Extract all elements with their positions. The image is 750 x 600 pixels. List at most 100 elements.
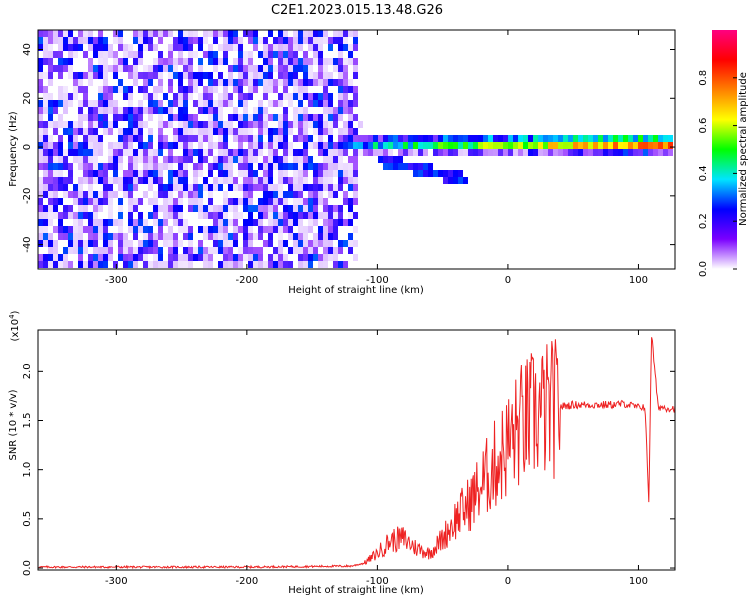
spectrogram-cell: [463, 135, 468, 142]
spectrogram-cell: [263, 114, 268, 121]
spectrogram-cell: [108, 184, 113, 191]
spectrogram-cell: [53, 100, 58, 107]
spectrogram-cell: [108, 100, 113, 107]
spectrogram-cell: [543, 142, 548, 149]
spectrogram-cell: [483, 149, 488, 156]
spectrogram-cell: [483, 142, 488, 149]
spectrogram-cell: [228, 149, 233, 156]
spectrogram-cell: [323, 184, 328, 191]
spectrogram-cell: [198, 93, 203, 100]
spectrogram-cell: [458, 177, 463, 184]
spectrogram-cell: [103, 100, 108, 107]
spectrogram-cell: [123, 114, 128, 121]
spectrogram-cell: [123, 93, 128, 100]
spectrogram-cell: [303, 261, 308, 268]
spectrogram-cell: [363, 149, 368, 156]
spectrogram-cell: [128, 212, 133, 219]
spectrogram-cell: [343, 58, 348, 65]
spectrogram-cell: [148, 114, 153, 121]
spectrogram-cell: [38, 219, 43, 226]
spectrogram-cell: [238, 226, 243, 233]
spectrogram-cell: [173, 72, 178, 79]
spectrogram-cell: [338, 100, 343, 107]
spectrogram-cell: [58, 114, 63, 121]
spectrogram-cell: [208, 86, 213, 93]
spectrogram-cell: [168, 240, 173, 247]
spectrogram-cell: [353, 177, 358, 184]
spectrogram-cell: [138, 142, 143, 149]
figure-title: C2E1.2023.015.13.48.G26: [271, 3, 443, 18]
spectrogram-cell: [228, 100, 233, 107]
spectrogram-cell: [278, 177, 283, 184]
spectrogram-cell: [138, 198, 143, 205]
spectrogram-cell: [128, 198, 133, 205]
spectrogram-cell: [183, 44, 188, 51]
spectrogram-cell: [233, 219, 238, 226]
spectrogram-cell: [268, 254, 273, 261]
spectrogram-cell: [73, 191, 78, 198]
spectrogram-cell: [108, 156, 113, 163]
spectrogram-cell: [238, 254, 243, 261]
spectrogram-cell: [83, 30, 88, 37]
spectrogram-cell: [228, 65, 233, 72]
spectrogram-cell: [43, 205, 48, 212]
spectrogram-cell: [278, 44, 283, 51]
spectrogram-cell: [163, 142, 168, 149]
spectrogram-cell: [313, 233, 318, 240]
spectrogram-cell: [178, 170, 183, 177]
spectrogram-cell: [113, 86, 118, 93]
spectrogram-cell: [338, 240, 343, 247]
spectrogram-cell: [258, 219, 263, 226]
spectrogram-cell: [198, 135, 203, 142]
spectrogram-cell: [88, 254, 93, 261]
spectrogram-cell: [408, 149, 413, 156]
spectrogram-cell: [163, 58, 168, 65]
spectrogram-cell: [88, 72, 93, 79]
spectrogram-cell: [253, 79, 258, 86]
spectrogram-cell: [193, 184, 198, 191]
spectrogram-cell: [303, 65, 308, 72]
spectrogram-cell: [243, 156, 248, 163]
spectrogram-cell: [153, 177, 158, 184]
spectrogram-cell: [178, 205, 183, 212]
spectrogram-cell: [58, 142, 63, 149]
spectrogram-cell: [333, 142, 338, 149]
spectrogram-cell: [263, 86, 268, 93]
spectrogram-cell: [98, 86, 103, 93]
spectrogram-cell: [293, 107, 298, 114]
colorbar-tick-label: 0.0: [698, 261, 709, 277]
spectrogram-cell: [248, 51, 253, 58]
spectrogram-cell: [263, 79, 268, 86]
spectrogram-cell: [353, 37, 358, 44]
spectrogram-y-tick-label: 0: [22, 144, 33, 150]
spectrogram-cell: [198, 149, 203, 156]
snr-x-tick-label: -300: [105, 576, 128, 587]
spectrogram-cell: [298, 254, 303, 261]
spectrogram-cell: [308, 254, 313, 261]
spectrogram-cell: [98, 72, 103, 79]
spectrogram-cell: [138, 177, 143, 184]
spectrogram-cell: [258, 163, 263, 170]
spectrogram-cell: [278, 247, 283, 254]
spectrogram-cell: [248, 30, 253, 37]
spectrogram-cell: [573, 135, 578, 142]
spectrogram-cell: [183, 170, 188, 177]
spectrogram-cell: [48, 58, 53, 65]
spectrogram-cell: [78, 156, 83, 163]
spectrogram-cell: [193, 149, 198, 156]
spectrogram-cell: [603, 142, 608, 149]
spectrogram-cell: [143, 254, 148, 261]
spectrogram-x-axis: -300 -200 -100 0 100: [105, 30, 648, 286]
spectrogram-cell: [283, 93, 288, 100]
spectrogram-cell: [338, 163, 343, 170]
spectrogram-cell: [293, 79, 298, 86]
spectrogram-cell: [258, 135, 263, 142]
spectrogram-cell: [113, 261, 118, 268]
spectrogram-cell: [158, 72, 163, 79]
spectrogram-cell: [528, 142, 533, 149]
spectrogram-cell: [133, 114, 138, 121]
spectrogram-cell: [38, 121, 43, 128]
spectrogram-cell: [403, 149, 408, 156]
spectrogram-cell: [333, 261, 338, 268]
